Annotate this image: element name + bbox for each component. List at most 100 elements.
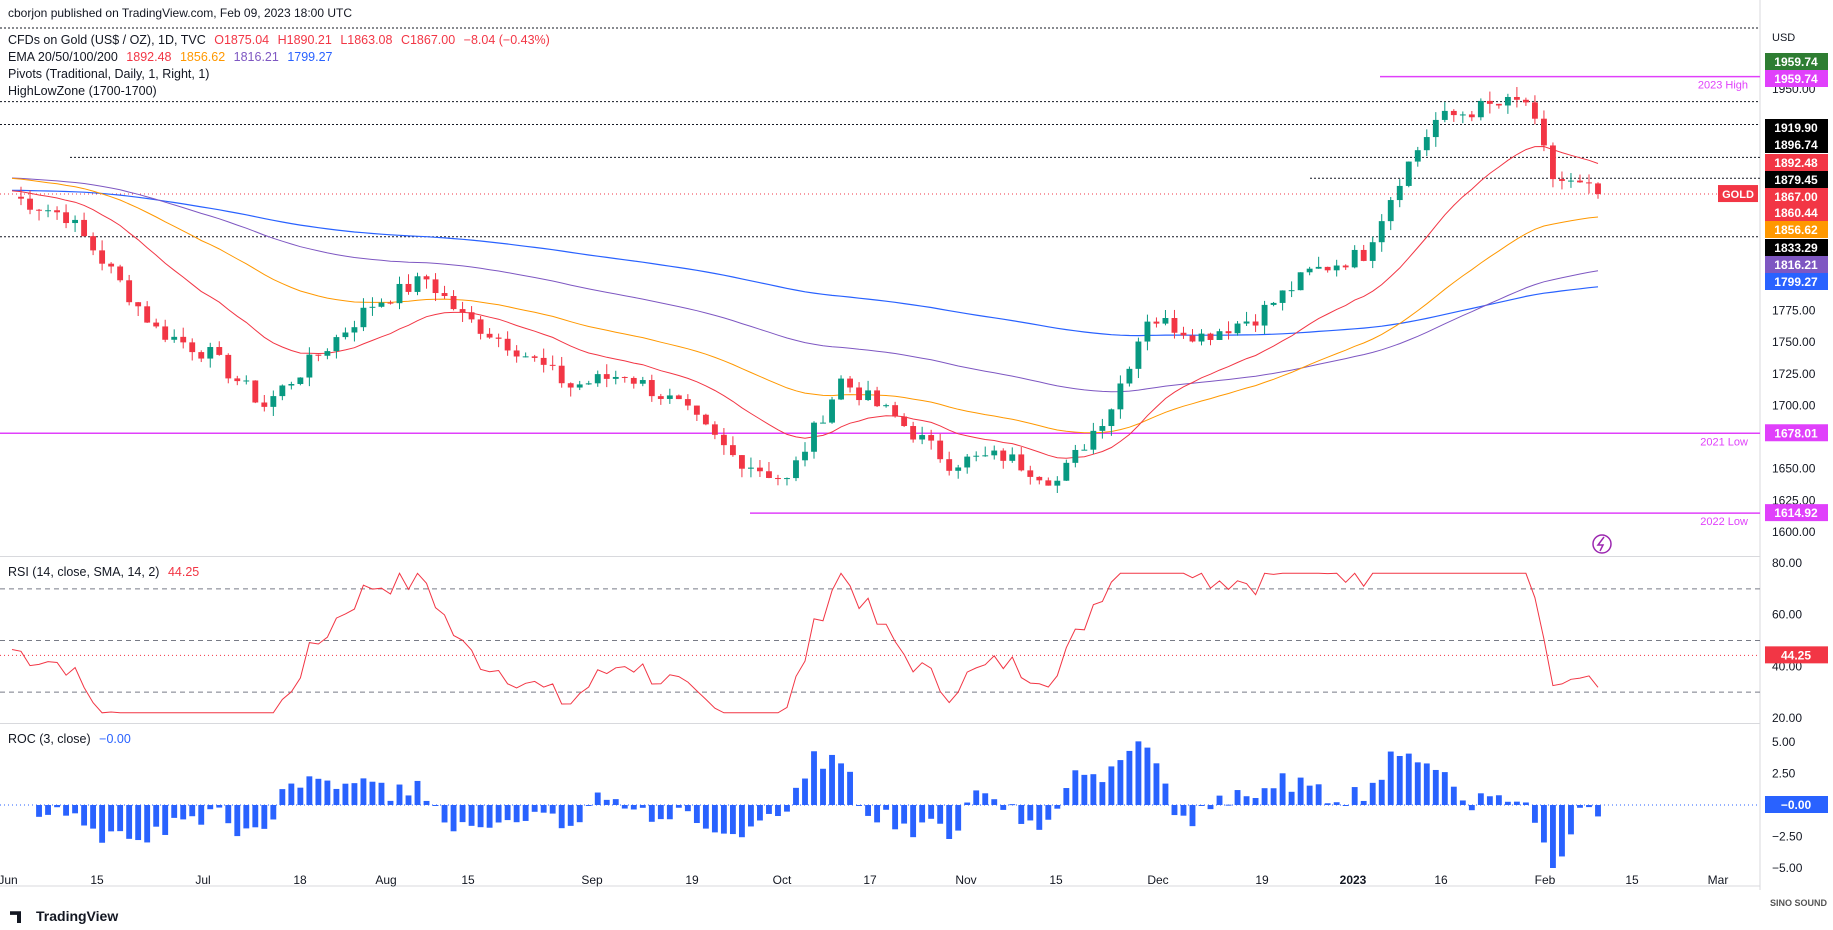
candle-body bbox=[594, 374, 601, 384]
roc-bar bbox=[495, 805, 502, 823]
roc-bar bbox=[477, 805, 484, 828]
roc-bar bbox=[1477, 793, 1484, 805]
candle-body bbox=[928, 435, 935, 441]
candle-body bbox=[567, 383, 574, 388]
roc-bar bbox=[675, 805, 682, 808]
time-tick-label: Mar bbox=[1708, 873, 1729, 887]
roc-bar bbox=[1252, 798, 1259, 805]
roc-bar bbox=[117, 805, 124, 832]
rsi-tick-label: 80.00 bbox=[1772, 556, 1802, 570]
rsi-badge bbox=[1765, 646, 1828, 664]
roc-bar bbox=[973, 790, 980, 805]
roc-bar bbox=[982, 793, 989, 805]
roc-bar bbox=[1054, 805, 1061, 809]
roc-bar bbox=[955, 805, 962, 831]
candle-body bbox=[729, 445, 736, 456]
candle-body bbox=[252, 380, 259, 403]
candle-body bbox=[919, 435, 926, 440]
price-badge-label: 1879.45 bbox=[1774, 173, 1818, 187]
roc-bar bbox=[1027, 805, 1034, 821]
roc-bar bbox=[1144, 747, 1151, 805]
candle-body bbox=[405, 283, 412, 292]
tradingview-text: TradingView bbox=[36, 908, 119, 924]
roc-bar bbox=[81, 805, 88, 826]
candle-body bbox=[892, 405, 899, 417]
roc-bar bbox=[36, 805, 42, 817]
candle-body bbox=[1135, 341, 1142, 369]
price-badge-label: 1867.00 bbox=[1774, 190, 1818, 204]
roc-bar bbox=[279, 789, 286, 805]
time-tick-label: 19 bbox=[1255, 873, 1269, 887]
roc-bar bbox=[1180, 805, 1187, 816]
price-badge-label: 1816.21 bbox=[1774, 258, 1818, 272]
candle-body bbox=[1577, 180, 1583, 183]
roc-bar bbox=[1036, 805, 1043, 830]
roc-bar bbox=[1090, 774, 1097, 805]
candle-body bbox=[621, 376, 628, 378]
candle-body bbox=[1432, 119, 1439, 138]
tradingview-logo[interactable]: TradingView bbox=[10, 908, 118, 924]
candle-body bbox=[1270, 302, 1277, 305]
roc-bar bbox=[261, 805, 268, 829]
roc-bar bbox=[225, 805, 232, 824]
roc-bar bbox=[180, 805, 187, 820]
roc-bar bbox=[513, 805, 520, 823]
roc-bar bbox=[45, 805, 51, 815]
roc-bar bbox=[648, 805, 655, 822]
symbol-legend[interactable]: CFDs on Gold (US$ / OZ), 1D, TVC O1875.0… bbox=[8, 33, 555, 47]
candle-body bbox=[153, 322, 160, 327]
candle-body bbox=[657, 396, 664, 399]
price-tick-label: 1750.00 bbox=[1772, 335, 1816, 349]
roc-bar bbox=[1441, 772, 1448, 805]
roc-bar bbox=[243, 805, 250, 829]
candle-body bbox=[1261, 304, 1268, 326]
price-badge-label: 1896.74 bbox=[1774, 138, 1818, 152]
roc-bar bbox=[1270, 788, 1277, 805]
roc-legend[interactable]: ROC (3, close) −0.00 bbox=[8, 732, 136, 746]
candle-body bbox=[324, 351, 331, 356]
candle-body bbox=[261, 402, 268, 407]
roc-bar bbox=[1234, 790, 1241, 805]
hlz-legend[interactable]: HighLowZone (1700-1700) bbox=[8, 84, 157, 98]
roc-bar bbox=[693, 805, 700, 824]
ema-legend[interactable]: EMA 20/50/100/200 1892.48 1856.62 1816.2… bbox=[8, 50, 338, 64]
roc-bar bbox=[1577, 805, 1583, 808]
time-tick-label: Sep bbox=[581, 873, 603, 887]
roc-bar bbox=[892, 805, 899, 830]
candle-body bbox=[1198, 333, 1205, 342]
roc-bar bbox=[468, 805, 475, 826]
pane-divider-roc[interactable] bbox=[0, 723, 1760, 724]
roc-bar bbox=[540, 805, 547, 813]
rsi-badge-label: 44.25 bbox=[1781, 648, 1811, 662]
roc-bar bbox=[522, 805, 529, 821]
candle-body bbox=[207, 347, 214, 359]
roc-bar bbox=[1153, 763, 1160, 805]
candle-body bbox=[522, 356, 529, 358]
rsi-legend[interactable]: RSI (14, close, SMA, 14, 2) 44.25 bbox=[8, 565, 204, 579]
roc-bar bbox=[1045, 805, 1052, 820]
candle-body bbox=[117, 266, 124, 281]
price-badge-label: 1833.29 bbox=[1774, 241, 1818, 255]
candle-body bbox=[1045, 480, 1052, 486]
candle-body bbox=[1504, 96, 1511, 106]
pane-divider-rsi[interactable] bbox=[0, 556, 1760, 557]
candle-body bbox=[1513, 96, 1520, 100]
candle-body bbox=[1090, 430, 1097, 450]
roc-bar bbox=[720, 805, 727, 834]
candle-body bbox=[802, 451, 808, 461]
roc-bar bbox=[910, 805, 917, 838]
roc-bar bbox=[1117, 760, 1124, 805]
candle-body bbox=[1063, 462, 1070, 481]
roc-bar bbox=[1387, 751, 1394, 805]
roc-bar bbox=[1459, 800, 1466, 805]
price-badge bbox=[1765, 70, 1828, 87]
roc-bar bbox=[1522, 802, 1529, 805]
candle-body bbox=[1495, 103, 1502, 106]
price-badge-label: 1959.74 bbox=[1774, 55, 1818, 69]
candle-body bbox=[1342, 265, 1349, 268]
ema50-line bbox=[11, 177, 1599, 434]
pivots-legend[interactable]: Pivots (Traditional, Daily, 1, Right, 1) bbox=[8, 67, 210, 81]
price-badge bbox=[1765, 154, 1828, 171]
candle-body bbox=[549, 364, 556, 366]
